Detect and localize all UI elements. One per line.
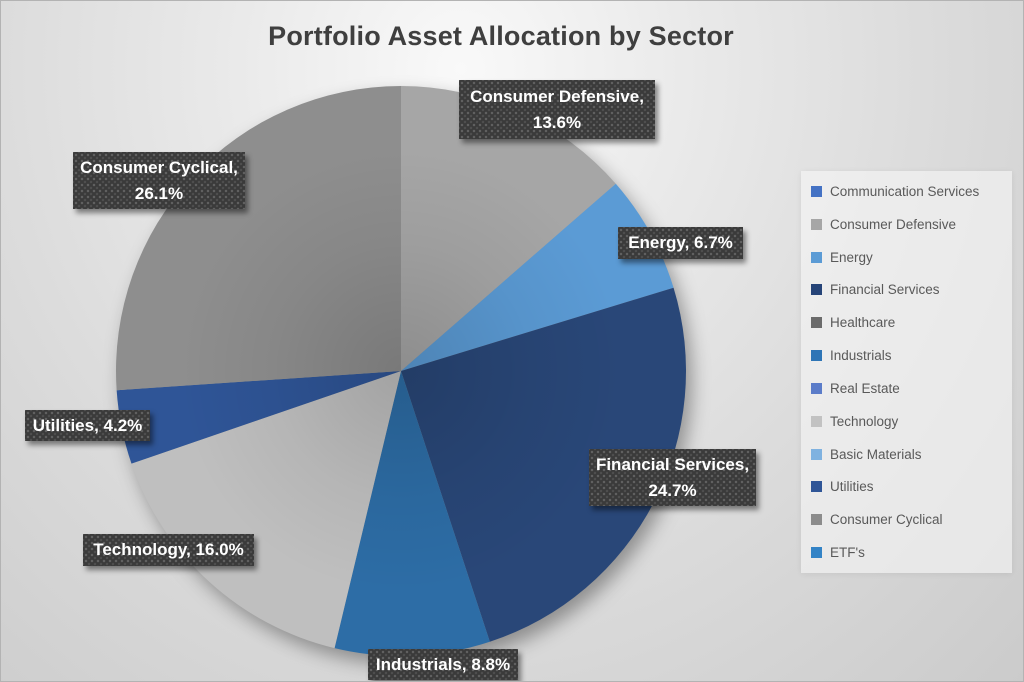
legend-swatch (811, 382, 822, 394)
pie-slice-consumer-cyclical[interactable] (116, 86, 401, 391)
data-label-consumer-cyclical: Consumer Cyclical, 26.1% (73, 152, 245, 209)
legend-label: Industrials (830, 348, 892, 364)
legend-swatch (811, 547, 822, 559)
legend-swatch (811, 448, 822, 460)
data-label-consumer-defensive: Consumer Defensive, 13.6% (459, 80, 655, 139)
data-label-technology: Technology, 16.0% (83, 534, 254, 566)
chart-title: Portfolio Asset Allocation by Sector (268, 21, 734, 51)
data-label-text: 24.7% (648, 480, 697, 500)
legend-swatch (811, 284, 822, 296)
legend-swatch (811, 317, 822, 329)
data-label-text: Energy, 6.7% (628, 233, 733, 252)
legend-swatch (811, 350, 822, 362)
data-label-text: Technology, 16.0% (93, 540, 244, 559)
legend-swatch (811, 481, 822, 493)
legend-swatch (811, 251, 822, 263)
legend-label: Healthcare (830, 315, 896, 331)
legend-label: Technology (830, 413, 899, 429)
legend-label: Energy (830, 249, 873, 265)
legend-item-energy[interactable]: Energy (811, 241, 1012, 274)
legend-label: Communication Services (830, 183, 980, 199)
data-label-text: Financial Services, (595, 454, 750, 474)
legend-item-consumer-defensive[interactable]: Consumer Defensive (811, 208, 1012, 241)
data-label-industrials: Industrials, 8.8% (368, 649, 518, 680)
legend-swatch (811, 415, 822, 427)
legend-item-financial-services[interactable]: Financial Services (811, 273, 1012, 306)
legend-item-basic-materials[interactable]: Basic Materials (811, 438, 1012, 471)
data-label-text: Industrials, 8.8% (375, 654, 511, 674)
data-label-utilities: Utilities, 4.2% (25, 410, 150, 441)
legend-label: Basic Materials (830, 446, 922, 462)
legend-swatch (811, 185, 822, 197)
legend-item-communication-services[interactable]: Communication Services (811, 175, 1012, 208)
legend-swatch (811, 218, 822, 230)
legend-item-consumer-cyclical[interactable]: Consumer Cyclical (811, 503, 1012, 536)
legend-item-etf-s[interactable]: ETF's (811, 536, 1012, 569)
data-label-text: Consumer Cyclical, (80, 157, 238, 177)
legend-item-real-estate[interactable]: Real Estate (811, 372, 1012, 405)
legend-item-industrials[interactable]: Industrials (811, 339, 1012, 372)
legend-item-utilities[interactable]: Utilities (811, 470, 1012, 503)
data-label-energy: Energy, 6.7% (618, 227, 743, 259)
legend-label: Real Estate (830, 380, 900, 396)
legend-item-technology[interactable]: Technology (811, 405, 1012, 438)
legend-swatch (811, 514, 822, 526)
data-label-text: Consumer Defensive, (470, 86, 644, 106)
legend-label: Consumer Defensive (830, 216, 957, 232)
data-label-text: 26.1% (134, 183, 184, 203)
legend-label: ETF's (830, 545, 865, 561)
legend-label: Utilities (830, 479, 874, 495)
data-label-text: Utilities, 4.2% (32, 415, 143, 435)
legend-label: Consumer Cyclical (830, 512, 943, 528)
legend-item-healthcare[interactable]: Healthcare (811, 306, 1012, 339)
data-label-financial-services: Financial Services, 24.7% (589, 449, 756, 506)
legend-label: Financial Services (830, 282, 940, 298)
chart-legend: Communication Services Consumer Defensive… (801, 171, 1012, 573)
data-label-text: 13.6% (532, 112, 582, 132)
